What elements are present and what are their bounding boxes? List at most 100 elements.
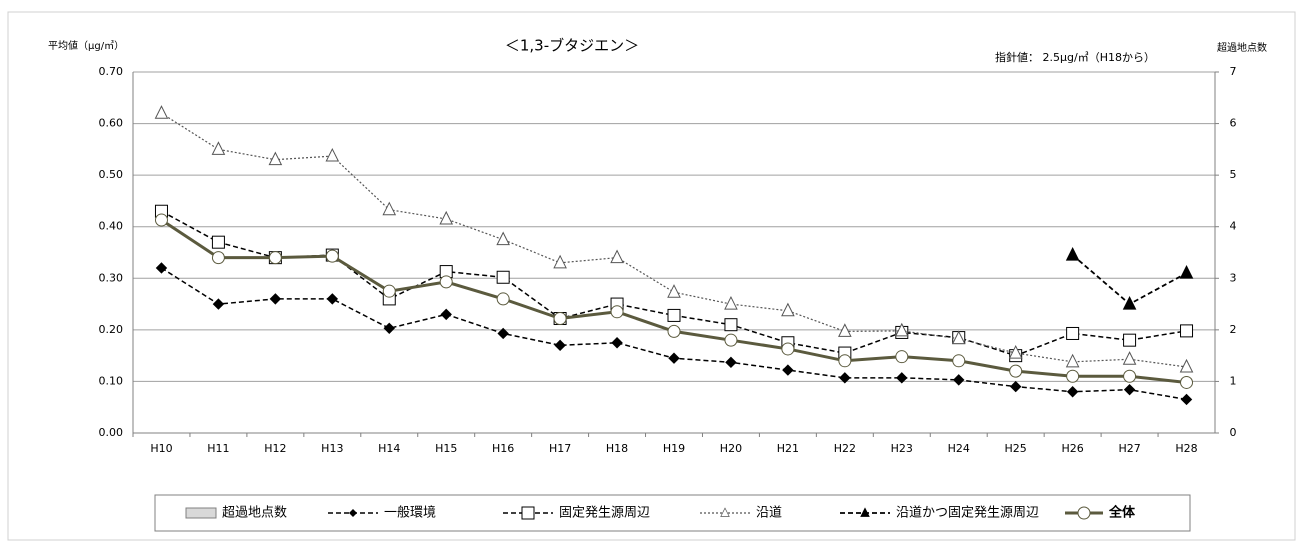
y2-tick-label: 3 [1230,271,1237,284]
x-tick-label: H14 [378,442,400,455]
marker [782,364,794,376]
x-tick-label: H17 [549,442,571,455]
marker [326,293,339,305]
x-tick-label: H25 [1005,442,1027,455]
marker [497,327,509,340]
x-tick-label: H23 [891,442,913,455]
x-tick-label: H19 [663,442,685,455]
marker [211,251,225,265]
y2-tick-label: 5 [1230,168,1237,181]
x-tick-label: H13 [321,442,343,455]
x-tick-label: H12 [264,442,286,455]
y2-tick-label: 4 [1230,220,1237,233]
x-tick-label: H28 [1175,442,1197,455]
marker [1179,265,1194,279]
marker [896,372,908,384]
marker [496,292,510,306]
marker [839,372,851,384]
marker [268,251,282,265]
y2-tick-label: 1 [1230,374,1237,387]
marker [1123,383,1136,396]
x-tick-label: H18 [606,442,628,455]
x-tick-label: H27 [1118,442,1140,455]
legend-label: 全体 [1108,505,1136,521]
marker [724,333,738,347]
marker [1066,386,1079,398]
x-tick-label: H22 [834,442,856,455]
marker [610,249,624,264]
marker [1122,295,1137,310]
legend-label: 一般環境 [384,505,436,521]
marker [496,231,510,246]
y2-tick-label: 0 [1230,426,1237,439]
marker [1180,324,1194,338]
marker [1066,326,1080,340]
marker [439,210,454,225]
marker [725,356,737,369]
x-tick-label: H21 [777,442,799,455]
marker [610,305,624,319]
marker [895,350,909,364]
marker [268,151,283,166]
marker [611,337,623,349]
marker [154,105,169,119]
marker [1065,246,1080,261]
marker [211,235,225,249]
legend [154,494,1191,532]
marker [781,342,795,356]
marker [1009,364,1023,378]
marker [1066,369,1080,383]
marker [1122,351,1137,365]
marker [667,324,681,338]
marker [382,201,397,216]
marker [1009,380,1022,393]
marker [554,339,566,352]
marker [1065,353,1080,368]
marker [325,249,339,263]
legend-marker [860,507,870,517]
y-tick-label: 0.60 [99,117,124,130]
legend-label: 超過地点数 [222,506,287,521]
marker [1179,358,1194,373]
x-tick-label: H24 [948,442,970,455]
marker [496,270,510,284]
y2-tick-label: 2 [1230,323,1237,336]
legend-label: 沿道かつ固定発生源周辺 [896,506,1039,521]
x-tick-label: H10 [150,442,172,455]
marker [1123,369,1137,383]
x-tick-label: H20 [720,442,742,455]
marker [952,354,966,368]
marker [269,293,282,305]
y2-axis-label: 超過地点数 [1217,41,1267,54]
legend-label: 沿道 [756,506,782,521]
marker [1180,393,1193,406]
marker [553,254,567,269]
marker [781,302,795,317]
marker [668,352,680,364]
marker [325,147,340,162]
marker [1123,333,1137,347]
marker [667,308,681,322]
x-tick-label: H16 [492,442,514,455]
marker [154,213,168,227]
marker [838,354,852,368]
y2-tick-label: 6 [1230,117,1237,130]
marker [838,323,852,337]
legend-marker [349,509,357,517]
marker [382,284,396,298]
y-tick-label: 0.00 [99,426,124,439]
marker [212,298,225,310]
legend-marker [521,506,535,520]
legend-swatch [185,507,217,519]
x-tick-label: H15 [435,442,457,455]
marker [724,295,738,310]
y-tick-label: 0.40 [99,220,124,233]
legend-marker [1077,506,1091,520]
marker [440,308,452,321]
marker [894,322,909,337]
annotation: 指針値： 2.5μg/㎥（H18から） [995,50,1155,64]
marker [211,141,226,155]
y-tick-label: 0.20 [99,323,124,336]
marker [383,322,395,335]
marker [951,330,966,345]
